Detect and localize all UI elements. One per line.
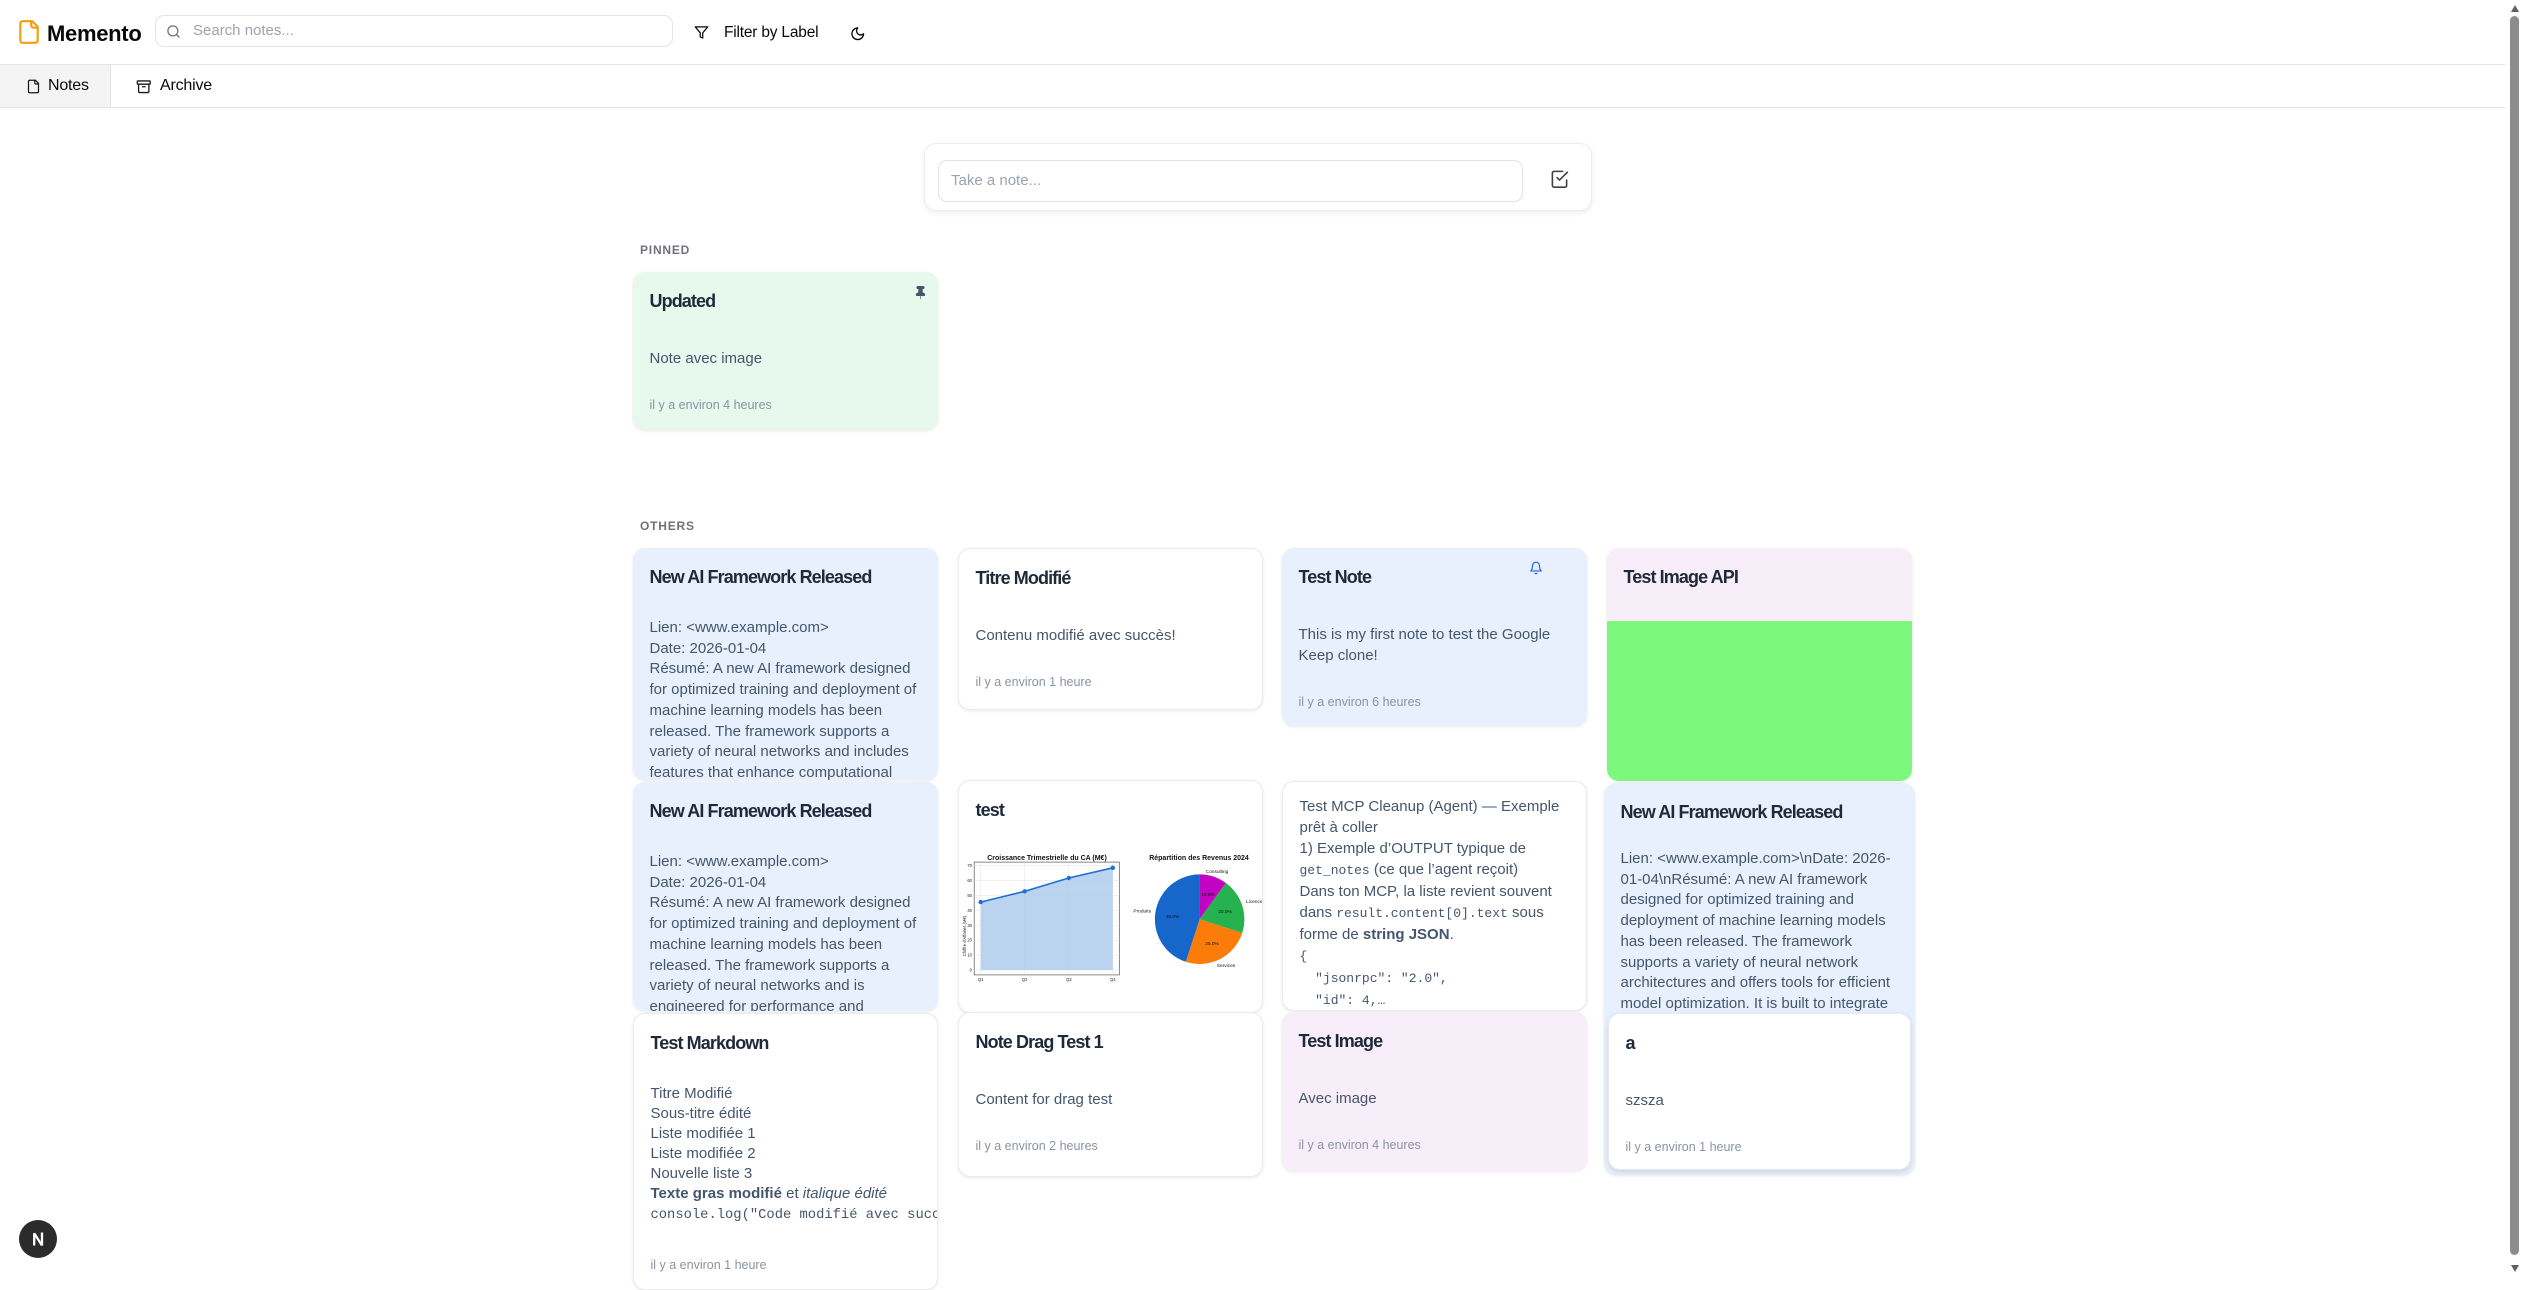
svg-text:Croissance Trimestrielle du CA: Croissance Trimestrielle du CA (M€)	[987, 855, 1107, 862]
svg-text:Q1: Q1	[978, 977, 984, 982]
svg-text:25.0%: 25.0%	[1205, 941, 1219, 947]
svg-text:20: 20	[967, 938, 972, 943]
svg-text:Q4: Q4	[1110, 977, 1116, 982]
svg-text:20.0%: 20.0%	[1218, 909, 1232, 915]
svg-text:60: 60	[967, 878, 972, 883]
svg-text:0: 0	[970, 968, 973, 973]
svg-text:70: 70	[967, 863, 972, 868]
svg-text:Services: Services	[1217, 963, 1236, 969]
svg-text:Q3: Q3	[1066, 977, 1072, 982]
svg-text:Licences: Licences	[1246, 899, 1263, 905]
svg-text:45.0%: 45.0%	[1166, 914, 1180, 920]
svg-text:10: 10	[967, 953, 972, 958]
svg-text:Chiffre d'Affaires (M€): Chiffre d'Affaires (M€)	[962, 915, 967, 956]
svg-text:Répartition des Revenus 2024: Répartition des Revenus 2024	[1149, 855, 1249, 862]
svg-text:Q2: Q2	[1022, 977, 1028, 982]
svg-text:10.0%: 10.0%	[1201, 892, 1215, 898]
svg-text:50: 50	[967, 893, 972, 898]
svg-text:Consulting: Consulting	[1206, 869, 1229, 875]
svg-text:30: 30	[967, 923, 972, 928]
svg-text:40: 40	[967, 908, 972, 913]
svg-text:Produits: Produits	[1133, 909, 1151, 915]
